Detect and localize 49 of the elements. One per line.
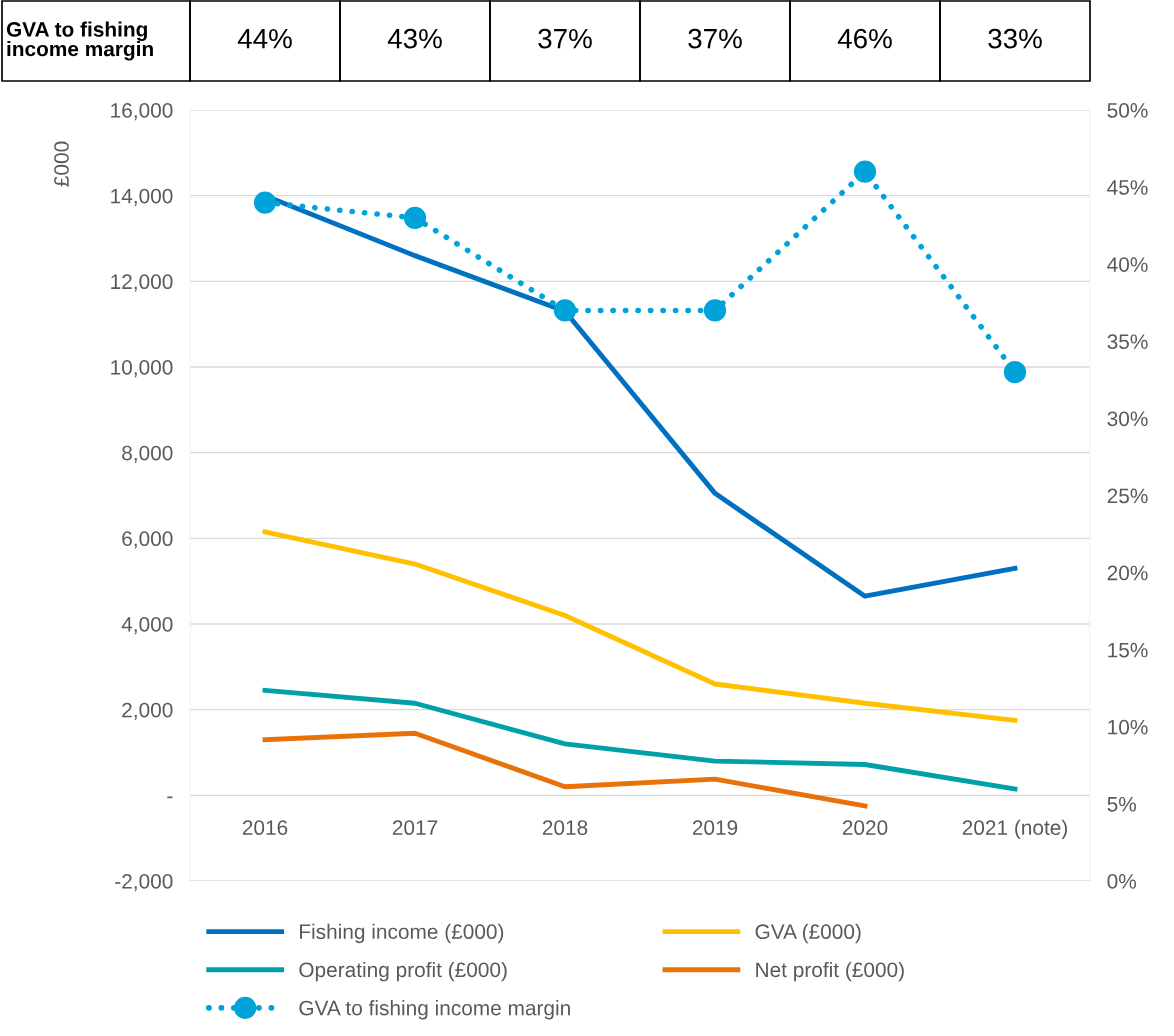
x-tick-label: 2019 bbox=[692, 820, 738, 836]
y-tick-label: 8,000 bbox=[122, 445, 173, 463]
legend-label: Operating profit (£000) bbox=[299, 961, 507, 982]
data-label: 37% bbox=[688, 28, 742, 49]
y-tick-label: 14,000 bbox=[111, 188, 173, 206]
y-tick-label: 2,000 bbox=[122, 702, 173, 720]
point bbox=[1003, 361, 1027, 384]
point bbox=[553, 299, 577, 322]
y2-tick-label: 50% bbox=[1107, 103, 1148, 118]
legend-label: Fishing income (£000) bbox=[300, 923, 504, 944]
point bbox=[253, 191, 277, 214]
y2-tick-label: 5% bbox=[1107, 796, 1137, 812]
point bbox=[703, 299, 727, 322]
line-series bbox=[262, 730, 868, 809]
y2-tick-label: 25% bbox=[1107, 488, 1148, 504]
legend-label: GVA to fishing income margin bbox=[299, 1000, 570, 1020]
y2-tick-label: 35% bbox=[1107, 334, 1148, 350]
line-series bbox=[262, 529, 1018, 723]
data-label: 43% bbox=[387, 28, 442, 49]
y-tick-label: 16,000 bbox=[111, 103, 173, 121]
y-tick-label: 10,000 bbox=[111, 360, 173, 378]
point bbox=[853, 160, 877, 183]
y2-tick-label: 20% bbox=[1107, 565, 1148, 581]
y2-tick-label: 30% bbox=[1107, 411, 1148, 427]
y2-tick-label: 40% bbox=[1107, 257, 1148, 272]
line-series bbox=[262, 687, 1018, 792]
data-label: 33% bbox=[988, 28, 1042, 49]
y-axis-title: £000 bbox=[54, 141, 69, 187]
x-tick-label: 2016 bbox=[242, 820, 288, 836]
text: GVA to fishing income margin bbox=[6, 21, 153, 61]
y2-tick-label: 15% bbox=[1108, 642, 1148, 658]
y-tick-label: 4,000 bbox=[121, 617, 173, 635]
y-tick-label: - bbox=[167, 796, 173, 799]
point bbox=[403, 206, 427, 230]
x-tick-label: 2017 bbox=[392, 820, 438, 836]
x-tick-label: 2020 bbox=[842, 820, 888, 836]
y-tick-label: 12,000 bbox=[111, 274, 173, 292]
data-label: 44% bbox=[237, 28, 292, 49]
x-tick-label: 2021 (note) bbox=[962, 819, 1067, 840]
legend-label: GVA (£000) bbox=[755, 923, 861, 944]
y2-tick-label: 45% bbox=[1107, 180, 1148, 195]
y2-tick-label: 10% bbox=[1108, 719, 1148, 735]
y-tick-label: 6,000 bbox=[122, 531, 173, 549]
legend-label: Net profit (£000) bbox=[756, 961, 904, 982]
y2-tick-label: 0% bbox=[1107, 874, 1137, 889]
x-tick-label: 2018 bbox=[542, 820, 588, 836]
y-tick-label: -2,000 bbox=[115, 874, 173, 892]
data-label: 37% bbox=[538, 28, 592, 49]
data-label: 46% bbox=[837, 28, 892, 49]
